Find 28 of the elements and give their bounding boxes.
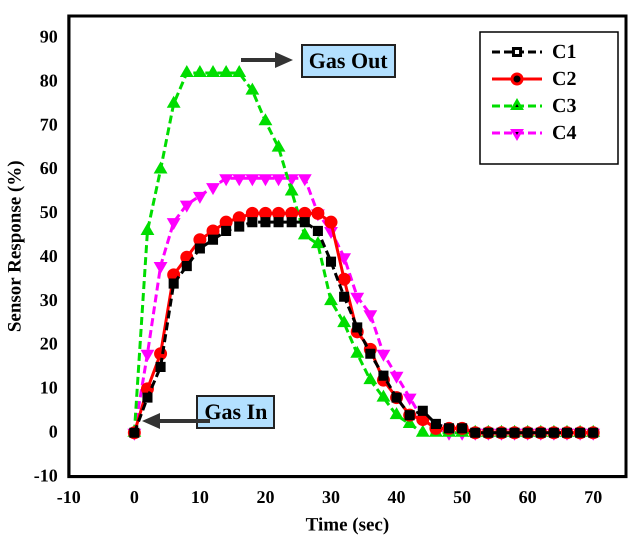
y-tick-label: 90	[40, 26, 58, 47]
y-tick-label: 20	[40, 334, 58, 354]
x-tick-label: 40	[388, 487, 406, 508]
y-tick-label: 80	[40, 70, 58, 90]
y-tick-label: 0	[48, 421, 58, 442]
legend-label: C4	[552, 122, 576, 144]
x-tick-label: 30	[322, 487, 340, 508]
y-tick-label: 40	[40, 246, 58, 266]
x-tick-label: 0	[130, 487, 139, 508]
y-tick-label: -10	[34, 465, 58, 486]
legend-label: C1	[552, 41, 576, 64]
y-tick-label: 50	[40, 202, 58, 222]
x-tick-label: -10	[56, 487, 81, 508]
y-tick-label: 10	[40, 378, 58, 398]
y-tick-label: 30	[40, 290, 58, 310]
x-tick-label: 50	[453, 487, 472, 508]
x-tick-label: 60	[518, 487, 537, 508]
y-axis-title: Sensor Response (%)	[4, 160, 26, 332]
legend-label: C2	[552, 68, 576, 90]
legend-label: C3	[552, 95, 576, 118]
y-tick-label: 60	[40, 158, 58, 178]
annotation: Gas Out	[300, 44, 396, 78]
x-axis-title: Time (sec)	[306, 514, 390, 536]
x-tick-label: 70	[584, 487, 602, 508]
x-tick-label: 20	[256, 487, 274, 508]
x-tick-label: 10	[190, 487, 209, 508]
annotation: Gas In	[196, 394, 276, 429]
y-tick-label: 70	[40, 114, 58, 134]
